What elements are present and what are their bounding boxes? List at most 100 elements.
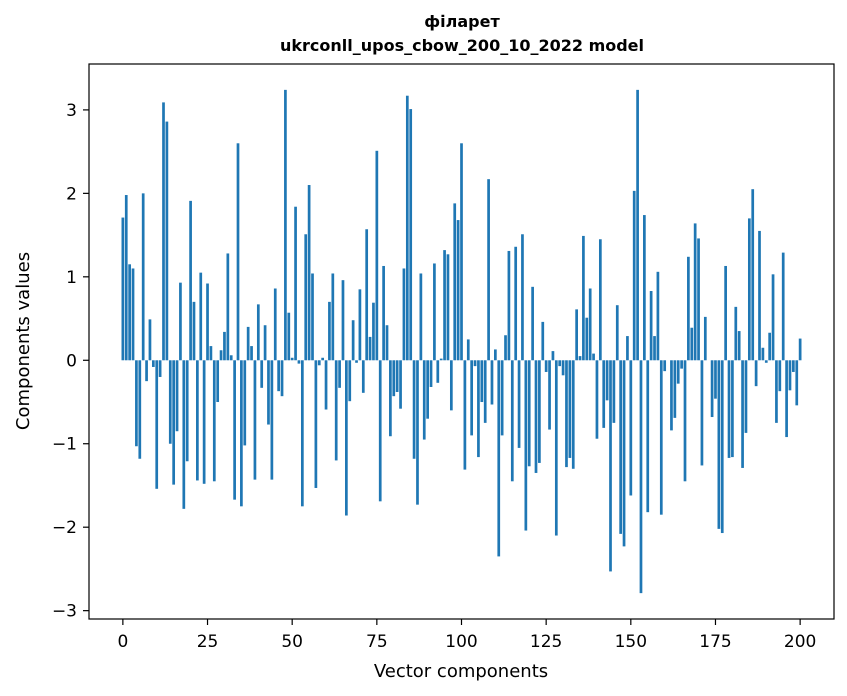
bar — [196, 360, 199, 481]
x-tick-label: 150 — [615, 632, 647, 652]
bars-group — [121, 89, 802, 594]
bar — [409, 109, 413, 361]
bar — [212, 360, 216, 482]
bar — [202, 360, 206, 484]
bar — [663, 360, 667, 372]
bar — [253, 360, 257, 480]
bar — [368, 336, 372, 361]
bar — [162, 102, 165, 361]
bar — [524, 360, 528, 531]
bar — [527, 360, 531, 467]
bar — [141, 193, 145, 361]
bar — [223, 331, 226, 361]
bar — [328, 301, 331, 361]
y-axis-ticks: −3 −2 −1 0 1 2 3 — [52, 101, 89, 622]
bar — [351, 320, 355, 361]
bar — [321, 357, 325, 361]
bar — [629, 360, 633, 496]
bar — [182, 360, 186, 509]
bar — [179, 282, 182, 361]
bar — [280, 360, 284, 397]
bar — [382, 265, 385, 361]
bar — [731, 360, 734, 458]
bar — [168, 360, 172, 444]
bar — [778, 360, 782, 392]
bar — [270, 360, 274, 480]
chart-title-line1: філарет — [424, 12, 500, 31]
y-tick-label: −1 — [52, 435, 77, 455]
bar — [561, 360, 565, 376]
bar — [449, 360, 453, 411]
bar — [507, 250, 511, 361]
bar — [151, 360, 155, 367]
bar — [422, 360, 426, 440]
bar — [372, 302, 375, 361]
bar — [714, 360, 717, 399]
bar — [307, 185, 311, 361]
bar — [392, 360, 396, 397]
bar — [646, 360, 650, 513]
bar — [724, 265, 727, 361]
bar — [710, 360, 714, 418]
bar — [206, 283, 209, 361]
x-tick-label: 100 — [445, 632, 477, 652]
bar — [626, 336, 629, 361]
y-axis-label: Components values — [13, 252, 34, 430]
bar — [727, 360, 731, 458]
bar — [233, 360, 236, 500]
bar — [314, 360, 318, 488]
bar — [429, 360, 433, 387]
bar — [598, 239, 602, 361]
bar — [517, 360, 521, 448]
bar — [243, 360, 247, 446]
bar — [619, 360, 623, 534]
bar — [338, 360, 341, 388]
x-tick-label: 125 — [530, 632, 562, 652]
bar — [568, 360, 572, 458]
bar — [582, 235, 585, 361]
bar — [554, 360, 558, 536]
bar — [334, 360, 338, 461]
bar — [754, 360, 758, 387]
bar — [494, 349, 497, 361]
bar — [521, 234, 524, 361]
y-tick-label: 1 — [66, 268, 77, 288]
bar — [297, 360, 301, 364]
bar — [798, 338, 802, 361]
bar — [463, 360, 467, 470]
bar — [690, 327, 694, 361]
bar — [304, 234, 308, 361]
bar — [612, 360, 616, 423]
bar — [385, 325, 389, 361]
bar — [592, 353, 595, 361]
bar — [460, 143, 463, 361]
bar — [229, 355, 233, 361]
bar — [703, 316, 707, 361]
bar — [466, 339, 470, 361]
bar — [747, 218, 751, 361]
bar — [575, 309, 578, 361]
bar — [785, 360, 788, 438]
x-tick-label: 200 — [784, 632, 816, 652]
bar — [300, 360, 304, 507]
bar — [121, 217, 125, 361]
bar — [226, 253, 230, 361]
bar — [456, 220, 460, 361]
bar — [632, 190, 636, 361]
bar — [378, 360, 382, 502]
bar — [412, 360, 416, 459]
bar — [649, 291, 653, 361]
bar — [155, 360, 159, 489]
bar — [287, 312, 291, 361]
bar — [267, 360, 270, 425]
bar — [185, 360, 189, 462]
bar — [341, 280, 345, 361]
bar — [426, 360, 429, 419]
x-axis-ticks: 0 25 50 75 100 125 150 175 200 — [117, 619, 816, 652]
bar — [294, 206, 297, 361]
bar — [477, 360, 480, 458]
bar — [504, 335, 507, 361]
bar — [311, 273, 314, 361]
bar — [131, 268, 135, 361]
bar — [741, 360, 744, 468]
